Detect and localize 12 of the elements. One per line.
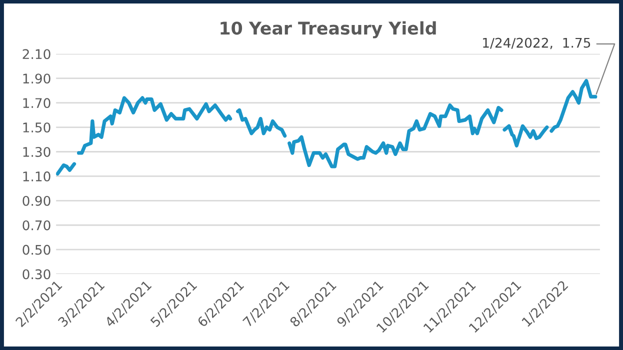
y-tick-label: 0.90 [22, 196, 50, 206]
chart-title: 10 Year Treasury Yield [220, 21, 436, 38]
y-tick-label: 0.70 [22, 220, 50, 230]
y-tick-label: 1.50 [23, 122, 50, 132]
y-tick-label: 1.10 [23, 171, 50, 182]
y-tick-label: 1.30 [23, 146, 50, 157]
annotation: 1/24/2022, 1.75 [483, 38, 590, 50]
y-tick-label: 1.70 [23, 98, 50, 108]
y-tick-label: 1.90 [23, 74, 50, 84]
y-tick-label: 0.50 [22, 244, 50, 255]
y-tick-label: 0.30 [22, 269, 50, 280]
y-tick-label: 2.10 [22, 49, 50, 60]
